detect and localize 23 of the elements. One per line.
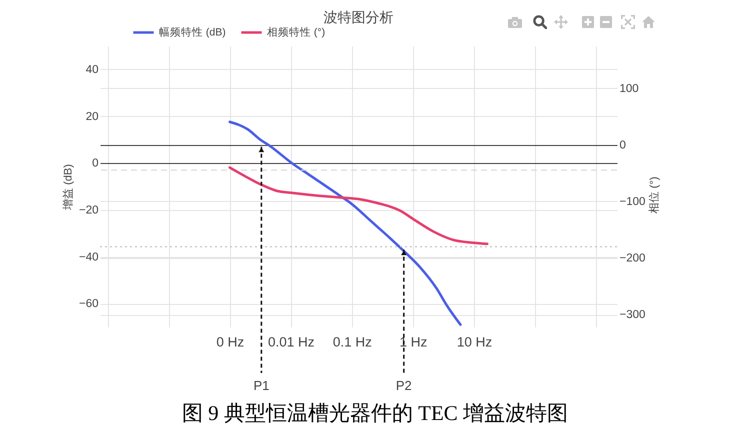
caption: 图 9 典型恒温槽光器件的 TEC 增益波特图	[180, 401, 570, 425]
legend-label: 幅频特性 (dB)	[159, 26, 226, 38]
y2-tick-label: 0	[620, 139, 626, 152]
y2-tick-label: −200	[620, 252, 646, 265]
y-tick-label: 40	[86, 64, 98, 76]
y2-tick-label: −100	[620, 196, 646, 208]
y-tick-label: −20	[78, 204, 98, 216]
y-tick-label: −60	[78, 298, 98, 310]
annotation: P1	[253, 378, 270, 393]
annotation: P2	[396, 378, 412, 393]
y-tick-label: 0	[92, 158, 98, 170]
y2-axis-title: 相位 (°)	[648, 176, 660, 214]
legend-label: 相频特性 (°)	[267, 26, 326, 38]
x-tick-label: 10 Hz	[456, 334, 492, 350]
y-tick-label: −40	[78, 251, 98, 264]
x-tick-label: 0.1 Hz	[332, 334, 372, 350]
y-tick-label: 20	[86, 110, 98, 123]
y2-tick-label: −300	[620, 309, 646, 322]
chart-title: 波特图分析	[324, 9, 394, 25]
x-tick-label: 0.01 Hz	[268, 334, 315, 350]
y-axis-title: 增益 (dB)	[62, 164, 74, 211]
y2-tick-label: 100	[620, 82, 639, 95]
x-tick-label: 0 Hz	[216, 334, 244, 350]
